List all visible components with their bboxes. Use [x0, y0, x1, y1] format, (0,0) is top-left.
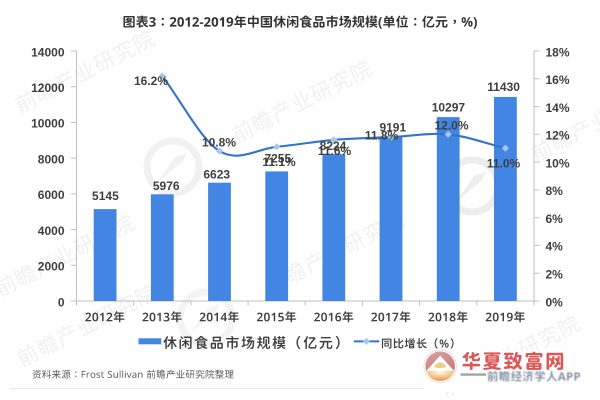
- svg-text:0%: 0%: [546, 295, 564, 309]
- svg-text:11.6%: 11.6%: [318, 144, 352, 158]
- svg-text:11430: 11430: [487, 80, 520, 94]
- svg-text:12.0%: 12.0%: [434, 119, 468, 133]
- svg-text:0: 0: [58, 295, 65, 309]
- svg-text:11.0%: 11.0%: [487, 157, 521, 171]
- svg-text:8%: 8%: [546, 184, 564, 198]
- svg-text:10%: 10%: [546, 156, 570, 170]
- svg-text:9191: 9191: [379, 121, 406, 135]
- svg-text:5145: 5145: [92, 189, 119, 203]
- svg-text:14%: 14%: [546, 101, 570, 115]
- svg-text:16%: 16%: [546, 73, 570, 87]
- svg-text:6000: 6000: [38, 188, 65, 202]
- svg-text:7255: 7255: [264, 151, 291, 165]
- svg-text:6623: 6623: [203, 168, 230, 182]
- svg-text:16.2%: 16.2%: [134, 74, 168, 88]
- svg-text:11.8%: 11.8%: [365, 128, 399, 142]
- svg-text:14000: 14000: [31, 45, 65, 59]
- svg-text:10000: 10000: [31, 117, 65, 131]
- svg-text:8000: 8000: [38, 152, 65, 166]
- svg-text:11.1%: 11.1%: [262, 155, 296, 169]
- svg-text:12000: 12000: [31, 81, 65, 95]
- svg-text:12%: 12%: [546, 129, 570, 143]
- svg-text:8224: 8224: [320, 139, 347, 153]
- svg-text:18%: 18%: [546, 45, 570, 59]
- svg-text:5976: 5976: [153, 179, 180, 193]
- svg-text:6%: 6%: [546, 212, 564, 226]
- svg-text:2%: 2%: [546, 268, 564, 282]
- svg-text:10.8%: 10.8%: [202, 136, 236, 150]
- svg-text:10297: 10297: [432, 100, 466, 114]
- svg-text:2000: 2000: [38, 260, 65, 274]
- svg-text:4000: 4000: [38, 224, 65, 238]
- svg-text:4%: 4%: [546, 240, 564, 254]
